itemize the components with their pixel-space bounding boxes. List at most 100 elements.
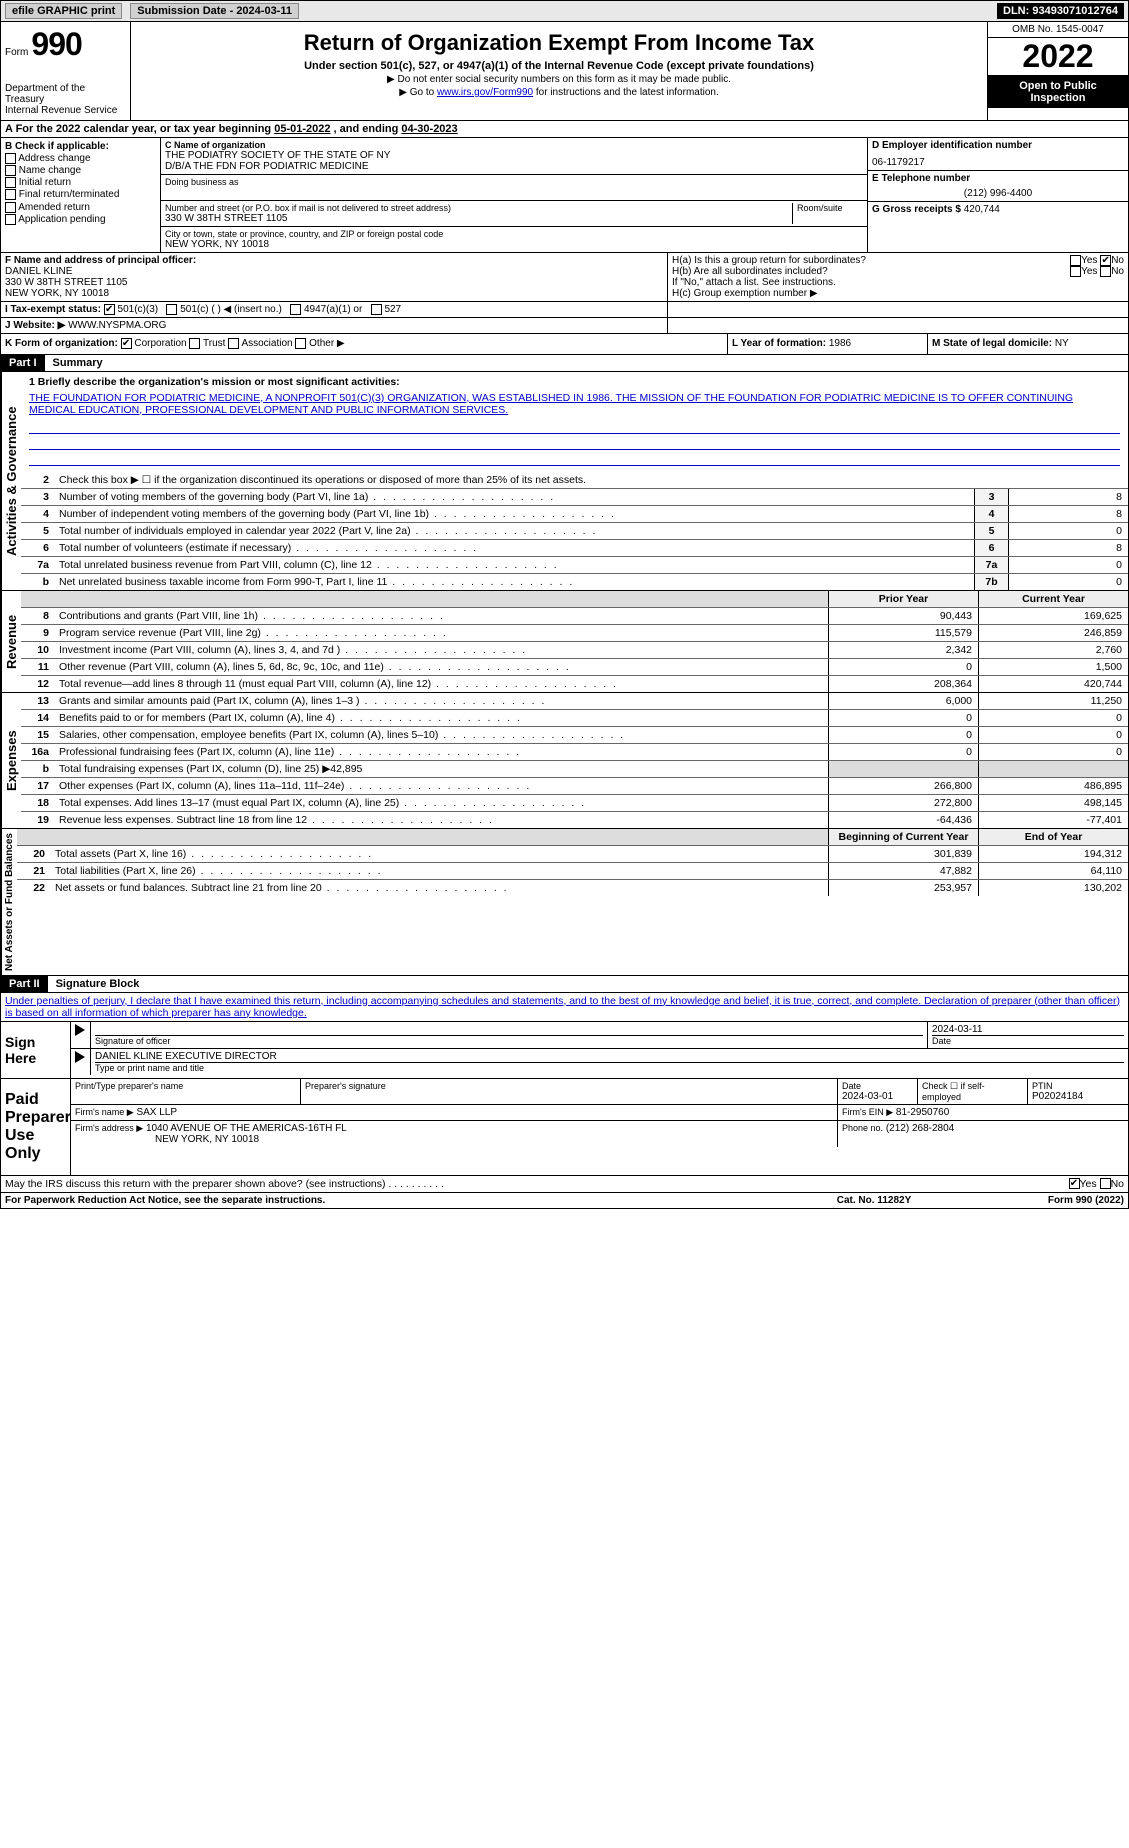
line-b: bNet unrelated business taxable income f…	[21, 574, 1128, 590]
line-10: 10Investment income (Part VIII, column (…	[21, 642, 1128, 659]
officer-print-name: DANIEL KLINE EXECUTIVE DIRECTOR	[95, 1051, 1124, 1062]
underline-3	[29, 452, 1120, 466]
label-revenue: Revenue	[1, 591, 21, 692]
cb-name[interactable]	[5, 165, 16, 176]
cb-4947[interactable]	[290, 304, 301, 315]
footer: For Paperwork Reduction Act Notice, see …	[0, 1193, 1129, 1209]
line-2: 2 Check this box ▶ ☐ if the organization…	[21, 472, 1128, 489]
street: 330 W 38TH STREET 1105	[165, 213, 788, 224]
cb-ha-no[interactable]	[1100, 255, 1111, 266]
subtitle-1: Under section 501(c), 527, or 4947(a)(1)…	[135, 60, 983, 72]
line-6: 6Total number of volunteers (estimate if…	[21, 540, 1128, 557]
row-klm: K Form of organization: Corporation Trus…	[0, 334, 1129, 354]
cb-501c[interactable]	[166, 304, 177, 315]
line-8: 8Contributions and grants (Part VIII, li…	[21, 608, 1128, 625]
cb-hb-no[interactable]	[1100, 266, 1111, 277]
header-left: Form 990 Department of the Treasury Inte…	[1, 22, 131, 120]
paid-preparer-label: Paid Preparer Use Only	[1, 1079, 71, 1175]
firm-phone: (212) 268-2804	[886, 1123, 954, 1134]
subtitle-2: ▶ Do not enter social security numbers o…	[135, 74, 983, 85]
section-expenses: Expenses 13Grants and similar amounts pa…	[0, 693, 1129, 829]
row-i: I Tax-exempt status: 501(c)(3) 501(c) ( …	[0, 302, 1129, 318]
ptin: P02024184	[1032, 1091, 1124, 1102]
underline-1	[29, 420, 1120, 434]
line-9: 9Program service revenue (Part VIII, lin…	[21, 625, 1128, 642]
line-15: 15Salaries, other compensation, employee…	[21, 727, 1128, 744]
line-b: bTotal fundraising expenses (Part IX, co…	[21, 761, 1128, 778]
line-21: 21Total liabilities (Part X, line 26)47,…	[17, 863, 1128, 880]
paid-preparer-block: Paid Preparer Use Only Print/Type prepar…	[0, 1079, 1129, 1176]
underline-2	[29, 436, 1120, 450]
col-h: H(a) Is this a group return for subordin…	[668, 253, 1128, 301]
submission-date: Submission Date - 2024-03-11	[130, 3, 299, 19]
section-netassets: Net Assets or Fund Balances Beginning of…	[0, 829, 1129, 976]
sign-here-block: Sign Here Signature of officer 2024-03-1…	[0, 1022, 1129, 1079]
city: NEW YORK, NY 10018	[165, 239, 863, 250]
cb-other[interactable]	[295, 338, 306, 349]
line-12: 12Total revenue—add lines 8 through 11 (…	[21, 676, 1128, 692]
cb-addr[interactable]	[5, 153, 16, 164]
omb: OMB No. 1545-0047	[988, 22, 1128, 38]
line-7a: 7aTotal unrelated business revenue from …	[21, 557, 1128, 574]
firm-name: SAX LLP	[136, 1107, 177, 1118]
cb-discuss-no[interactable]	[1100, 1178, 1111, 1189]
col-de: D Employer identification number 06-1179…	[868, 138, 1128, 252]
org-name-1: THE PODIATRY SOCIETY OF THE STATE OF NY	[165, 150, 863, 161]
subtitle-3: ▶ Go to www.irs.gov/Form990 for instruct…	[135, 87, 983, 98]
line-14: 14Benefits paid to or for members (Part …	[21, 710, 1128, 727]
col-c: C Name of organization THE PODIATRY SOCI…	[161, 138, 868, 252]
form-header: Form 990 Department of the Treasury Inte…	[0, 22, 1129, 121]
form-number: 990	[31, 26, 81, 62]
fy-end: 04-30-2023	[401, 123, 457, 135]
dln: DLN: 93493071012764	[997, 3, 1124, 19]
irs: Internal Revenue Service	[5, 105, 126, 116]
top-bar: efile GRAPHIC print Submission Date - 20…	[0, 0, 1129, 22]
cb-discuss-yes[interactable]	[1069, 1178, 1080, 1189]
officer-name: DANIEL KLINE	[5, 266, 663, 277]
line-19: 19Revenue less expenses. Subtract line 1…	[21, 812, 1128, 828]
dept: Department of the Treasury	[5, 83, 126, 105]
row-j: J Website: ▶ WWW.NYSPMA.ORG	[0, 318, 1129, 334]
cb-corp[interactable]	[121, 338, 132, 349]
cb-hb-yes[interactable]	[1070, 266, 1081, 277]
col-b: B Check if applicable: Address change Na…	[1, 138, 161, 252]
net-year-header: Beginning of Current Year End of Year	[17, 829, 1128, 846]
irs-link[interactable]: www.irs.gov/Form990	[437, 87, 533, 98]
firm-ein: 81-2950760	[896, 1107, 949, 1118]
mission-block: 1 Briefly describe the organization's mi…	[21, 372, 1128, 472]
mission-text[interactable]: THE FOUNDATION FOR PODIATRIC MEDICINE, A…	[29, 392, 1073, 416]
cat-no: Cat. No. 11282Y	[774, 1195, 974, 1206]
year-formation: 1986	[829, 338, 851, 349]
cb-501c3[interactable]	[104, 304, 115, 315]
cb-app[interactable]	[5, 214, 16, 225]
tax-year: 2022	[988, 38, 1128, 76]
year-header: Prior Year Current Year	[21, 591, 1128, 608]
cb-final[interactable]	[5, 189, 16, 200]
state-domicile: NY	[1055, 338, 1069, 349]
open-public: Open to Public Inspection	[988, 76, 1128, 108]
header-center: Return of Organization Exempt From Incom…	[131, 22, 988, 120]
cb-amend[interactable]	[5, 202, 16, 213]
phone: (212) 996-4400	[872, 188, 1124, 199]
firm-addr2: NEW YORK, NY 10018	[75, 1134, 833, 1145]
efile-btn[interactable]: efile GRAPHIC print	[5, 3, 122, 19]
line-18: 18Total expenses. Add lines 13–17 (must …	[21, 795, 1128, 812]
form-title: Return of Organization Exempt From Incom…	[135, 30, 983, 56]
line-22: 22Net assets or fund balances. Subtract …	[17, 880, 1128, 896]
ein: 06-1179217	[872, 157, 1124, 168]
fiscal-year: A For the 2022 calendar year, or tax yea…	[0, 121, 1129, 138]
cb-ha-yes[interactable]	[1070, 255, 1081, 266]
fy-begin: 05-01-2022	[274, 123, 330, 135]
part1-header: Part I Summary	[0, 355, 1129, 372]
line-16a: 16aProfessional fundraising fees (Part I…	[21, 744, 1128, 761]
cb-init[interactable]	[5, 177, 16, 188]
cb-527[interactable]	[371, 304, 382, 315]
arrow-icon-2	[75, 1051, 85, 1063]
row-fh: F Name and address of principal officer:…	[0, 253, 1129, 302]
line-5: 5Total number of individuals employed in…	[21, 523, 1128, 540]
prep-date: 2024-03-01	[842, 1091, 913, 1102]
gross-receipts: 420,744	[964, 204, 1000, 215]
line-11: 11Other revenue (Part VIII, column (A), …	[21, 659, 1128, 676]
cb-trust[interactable]	[189, 338, 200, 349]
cb-assoc[interactable]	[228, 338, 239, 349]
